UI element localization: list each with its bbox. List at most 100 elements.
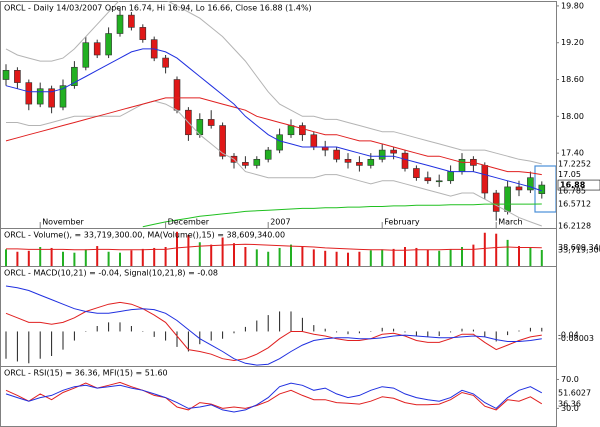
histogram-bar — [51, 331, 53, 356]
candle-body — [378, 149, 386, 160]
candle-body — [527, 177, 534, 191]
volume-bar — [506, 239, 509, 266]
volume-bar — [540, 249, 543, 266]
series-line — [6, 243, 542, 251]
series-line — [142, 203, 542, 228]
histogram-bar — [130, 326, 132, 332]
candle-body — [93, 42, 101, 56]
y-tick-label: 70.0 — [561, 375, 579, 384]
histogram-bar — [415, 331, 417, 336]
candle-body — [14, 70, 21, 83]
histogram-bar — [370, 331, 372, 332]
candle-body — [447, 171, 454, 182]
histogram-bar — [358, 331, 360, 334]
histogram-bar — [541, 327, 543, 332]
histogram-bar — [96, 326, 98, 332]
histogram-bar — [324, 328, 326, 332]
candle-body — [356, 162, 363, 166]
series-value-label: -0.04 — [558, 331, 579, 340]
candle-body — [390, 149, 397, 154]
x-tick-label: December — [168, 218, 210, 227]
histogram-bar — [472, 329, 474, 332]
histogram-bar — [347, 331, 349, 335]
volume-bar — [449, 249, 452, 266]
candle-body — [481, 165, 489, 194]
histogram-bar — [507, 331, 509, 336]
candle-body — [492, 192, 500, 212]
volume-bar — [233, 243, 235, 266]
histogram-bar — [267, 315, 269, 332]
candle-body — [538, 184, 546, 194]
series-line — [5, 1, 542, 165]
volume-bar — [164, 247, 167, 266]
x-tick-label: November — [42, 218, 84, 227]
candle-body — [82, 42, 90, 68]
volume-bar — [176, 231, 178, 266]
candle-body — [344, 158, 352, 163]
histogram-bar — [16, 331, 18, 362]
series-value-label: 36.36 — [558, 399, 581, 408]
volume-bar — [347, 252, 349, 266]
panel-title: ORCL - RSI(15) = 36.36, MFI(15) = 51.60 — [4, 369, 168, 378]
candle-body — [401, 152, 409, 169]
histogram-bar — [233, 331, 235, 334]
volume-bar — [438, 250, 441, 266]
series-line — [5, 48, 542, 192]
plot-area — [5, 285, 543, 366]
histogram-bar — [438, 331, 440, 336]
candle-body — [504, 186, 511, 212]
volume-bar — [404, 247, 406, 266]
series-value-label: 16.5712 — [558, 199, 591, 208]
histogram-bar — [187, 331, 189, 352]
volume-bar — [16, 251, 19, 266]
candle-body — [287, 125, 295, 136]
volume-label: 33,719,300 — [558, 245, 600, 254]
volume-bar — [301, 247, 304, 266]
candle-body — [435, 180, 443, 183]
volume-bar — [426, 249, 429, 266]
volume-bar — [461, 247, 463, 266]
candle-body — [333, 149, 340, 160]
histogram-bar — [301, 317, 303, 332]
volume-bar — [255, 249, 258, 266]
candle-body — [139, 27, 147, 40]
series-value-label: 51.6027 — [558, 388, 591, 397]
x-tick-label: March — [498, 218, 522, 227]
candle-body — [25, 82, 33, 105]
candle-body — [162, 57, 169, 68]
close-label: 16.88 — [560, 181, 586, 190]
panel-title: ORCL - MACD(10,21) = -0.04, Signal(10,21… — [4, 269, 218, 278]
volume-bar — [96, 246, 99, 266]
volume-bar — [518, 246, 520, 266]
volume-bar — [130, 250, 133, 266]
histogram-bar — [73, 331, 75, 341]
candle-body — [48, 88, 55, 108]
histogram-bar — [108, 322, 110, 332]
histogram-bar — [336, 331, 338, 333]
histogram-bar — [119, 322, 121, 332]
volume-bar — [107, 251, 110, 266]
y-tick-label: 17.40 — [561, 149, 584, 158]
volume-bar — [312, 249, 315, 266]
series-line — [5, 97, 542, 176]
series-value-label: 16.785 — [558, 186, 586, 195]
volume-bar — [39, 247, 42, 266]
histogram-bar — [165, 331, 167, 341]
candle-body — [515, 186, 523, 191]
volume-bar — [278, 247, 281, 266]
volume-bar — [84, 249, 87, 266]
histogram-bar — [450, 331, 452, 333]
series-value-label: -0.08003 — [558, 334, 594, 343]
volume-bar — [153, 247, 156, 266]
candle-body — [2, 70, 10, 80]
x-tick-label: February — [384, 218, 420, 227]
candle-body — [128, 14, 135, 28]
volume-bar — [381, 249, 384, 266]
histogram-bar — [222, 331, 224, 339]
series-value-label: 17.2252 — [558, 159, 591, 168]
candle-body — [413, 168, 420, 178]
candle-body — [207, 119, 215, 126]
histogram-bar — [39, 331, 41, 359]
